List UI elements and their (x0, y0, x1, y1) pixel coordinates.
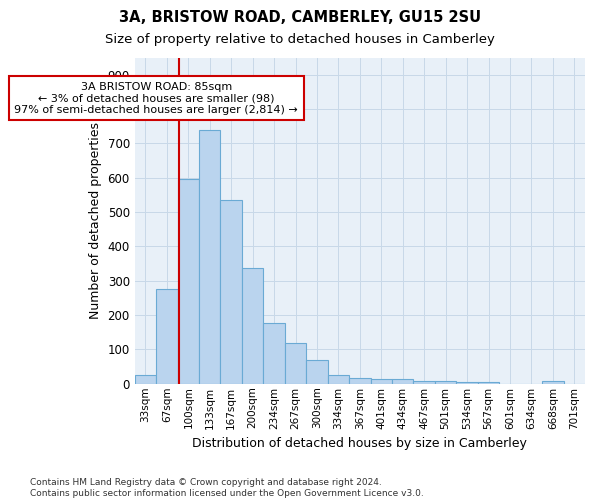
Bar (478, 382, 499, 384)
Bar (435, 382, 457, 384)
Bar (413, 381, 435, 384)
Text: Size of property relative to detached houses in Camberley: Size of property relative to detached ho… (105, 32, 495, 46)
Bar (328, 375, 349, 384)
Bar (349, 378, 371, 384)
Text: 3A BRISTOW ROAD: 85sqm
← 3% of detached houses are smaller (98)
97% of semi-deta: 3A BRISTOW ROAD: 85sqm ← 3% of detached … (14, 82, 298, 114)
Text: 3A, BRISTOW ROAD, CAMBERLEY, GU15 2SU: 3A, BRISTOW ROAD, CAMBERLEY, GU15 2SU (119, 10, 481, 25)
Bar (199, 130, 220, 384)
X-axis label: Distribution of detached houses by size in Camberley: Distribution of detached houses by size … (193, 437, 527, 450)
Bar (135, 375, 156, 384)
Y-axis label: Number of detached properties: Number of detached properties (89, 122, 102, 319)
Bar (220, 200, 242, 384)
Bar (156, 290, 178, 384)
Bar (457, 382, 478, 384)
Bar (242, 268, 263, 384)
Bar (178, 180, 199, 384)
Bar (371, 378, 392, 384)
Bar (306, 360, 328, 384)
Bar (263, 322, 285, 384)
Bar (392, 380, 413, 384)
Bar (542, 381, 563, 384)
Bar (285, 342, 306, 384)
Text: Contains HM Land Registry data © Crown copyright and database right 2024.
Contai: Contains HM Land Registry data © Crown c… (30, 478, 424, 498)
